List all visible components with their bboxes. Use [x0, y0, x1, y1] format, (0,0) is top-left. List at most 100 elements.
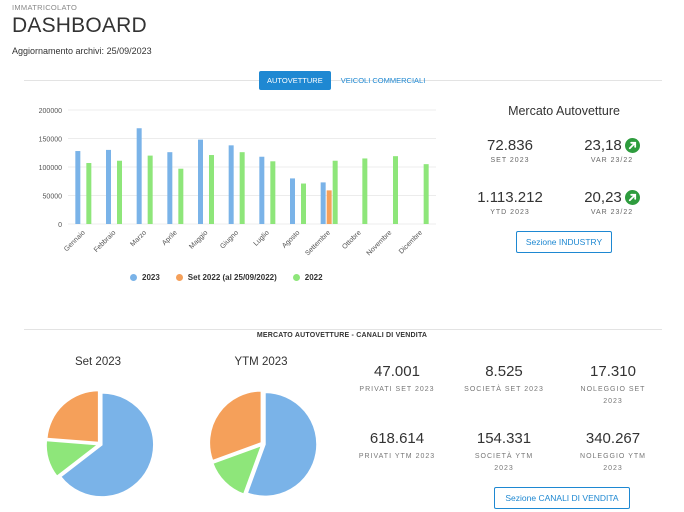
kpi-month-var-label: VAR 23/22 [590, 157, 634, 164]
tab-divider [24, 80, 662, 81]
bar-2023[interactable] [75, 151, 81, 224]
section-divider [24, 329, 662, 330]
channel-noleggio-set-value: 17.310 [590, 363, 636, 380]
channels-section-title-text: MERCATO AUTOVETTURE - CANALI DI VENDITA [250, 332, 434, 339]
pie-ytm-title: YTM 2023 [234, 356, 288, 368]
x-tick-label: Settembre [304, 229, 332, 257]
bar-2023[interactable] [259, 156, 265, 224]
y-tick-label: 150000 [39, 137, 62, 144]
bar-2023[interactable] [198, 139, 203, 224]
industry-section-button[interactable]: Sezione INDUSTRY [516, 231, 612, 253]
channel-privati-set: 47.001 PRIVATI SET 2023 [342, 363, 452, 396]
kpi-month: 72.836 SET 2023 [470, 137, 550, 164]
pie-chart-set-2023 [45, 389, 155, 498]
channel-privati-ytm-label: PRIVATI YTM 2023 [358, 453, 436, 460]
bar-2022[interactable] [239, 152, 245, 224]
pie-set-title: Set 2023 [74, 356, 122, 368]
bar-2022[interactable] [178, 168, 184, 224]
tab-autovetture[interactable]: AUTOVETTURE [259, 71, 331, 90]
legend-label-2023: 2023 [142, 273, 160, 282]
x-tick-label: Ottobre [341, 229, 363, 251]
y-tick-label: 50000 [43, 194, 63, 201]
channel-privati-set-label: PRIVATI SET 2023 [359, 386, 435, 393]
x-tick-label: Gennaio [63, 229, 87, 253]
x-tick-label: Giugno [219, 229, 240, 250]
channel-privati-ytm: 618.614 PRIVATI YTM 2023 [342, 430, 452, 463]
legend-dot-2022 [292, 274, 300, 281]
bar-2022[interactable] [362, 158, 368, 224]
channel-noleggio-set: 17.310 NOLEGGIO SET 2023 [558, 363, 668, 408]
x-tick-label: Dicembre [398, 229, 424, 255]
arrow-up-right-icon [624, 190, 640, 205]
channel-societa-ytm: 154.331 SOCIETÀ YTM 2023 [449, 430, 559, 475]
channel-societa-set-label: SOCIETÀ SET 2023 [464, 386, 544, 393]
channel-noleggio-ytm-label: NOLEGGIO YTM 2023 [580, 453, 646, 472]
kpi-month-label: SET 2023 [490, 157, 530, 164]
x-tick-label: Maggio [188, 229, 209, 250]
kpi-ytd-var: 20,23 VAR 23/22 [572, 189, 652, 216]
pie-chart-ytm-2023 [208, 390, 318, 498]
kpi-ytd-var-value: 20,23 [584, 189, 622, 206]
page-title: DASHBOARD [12, 14, 147, 37]
pie-slice-societ[interactable] [211, 444, 263, 496]
bar-2023[interactable] [320, 182, 326, 224]
y-tick-label: 100000 [39, 165, 62, 172]
pie-slice-noleggio[interactable] [208, 390, 263, 462]
monthly-registrations-chart: 0 50000 100000 150000 200000 Gennaio Febbraio M… [39, 108, 436, 257]
kpi-ytd-value: 1.113.212 [477, 189, 543, 206]
legend-item-set-2022[interactable]: Set 2022 (al 25/09/2022) [175, 273, 277, 282]
bar-2022[interactable] [270, 161, 276, 224]
y-tick-label: 200000 [39, 108, 62, 115]
legend-dot-2023 [130, 274, 137, 281]
kpi-month-value: 72.836 [487, 137, 533, 154]
archive-update-prefix: Aggiornamento archivi: [12, 46, 105, 56]
legend-dot-set-2022 [175, 274, 183, 281]
pie-slice-noleggio[interactable] [45, 389, 100, 444]
bar-2023[interactable] [167, 152, 173, 224]
bar-2023[interactable] [106, 149, 111, 224]
archive-update-date: 25/09/2023 [106, 46, 152, 56]
tab-veicoli-commerciali[interactable]: VEICOLI COMMERCIALI [340, 76, 426, 85]
channel-privati-ytm-value: 618.614 [369, 430, 425, 447]
x-tick-label: Aprile [161, 229, 179, 247]
sales-channels-section-button[interactable]: Sezione CANALI DI VENDITA [494, 487, 630, 509]
bar-2023[interactable] [290, 178, 295, 224]
kpi-month-var-value: 23,18 [584, 137, 622, 154]
market-title: Mercato Autovetture [508, 104, 620, 118]
kpi-ytd: 1.113.212 YTD 2023 [464, 189, 556, 216]
x-tick-label: Marzo [129, 229, 148, 248]
kpi-ytd-var-label: VAR 23/22 [590, 209, 634, 216]
legend-label-set-2022: Set 2022 (al 25/09/2022) [187, 273, 277, 282]
x-tick-label: Luglio [253, 229, 271, 247]
bar-2022[interactable] [332, 160, 338, 224]
channel-noleggio-ytm: 340.267 NOLEGGIO YTM 2023 [558, 430, 668, 475]
pie-slice-privati[interactable] [246, 391, 318, 498]
bar-2022[interactable] [147, 155, 153, 224]
bar-2023[interactable] [228, 145, 234, 224]
bar-2023[interactable] [136, 128, 142, 224]
bar-2022[interactable] [209, 155, 214, 224]
channel-privati-set-value: 47.001 [374, 363, 420, 380]
bar-set-2022[interactable] [326, 190, 332, 224]
kpi-month-var: 23,18 VAR 23/22 [572, 137, 652, 164]
bar-2022[interactable] [423, 164, 429, 224]
archive-update-info: Aggiornamento archivi: 25/09/2023 [12, 46, 152, 56]
bar-2022[interactable] [86, 163, 92, 224]
bar-2022[interactable] [393, 156, 398, 224]
vehicle-tabs: AUTOVETTURE VEICOLI COMMERCIALI [259, 71, 433, 90]
kpi-ytd-label: YTD 2023 [490, 209, 530, 216]
pie-slice-societ[interactable] [45, 439, 101, 478]
x-tick-label: Novembre [366, 229, 394, 257]
channel-noleggio-ytm-value: 340.267 [585, 430, 641, 447]
pie-slice-privati[interactable] [59, 392, 155, 498]
channel-societa-set: 8.525 SOCIETÀ SET 2023 [449, 363, 559, 396]
x-tick-label: Febbraio [93, 229, 118, 254]
channel-noleggio-set-label: NOLEGGIO SET 2023 [580, 386, 646, 405]
y-tick-label: 0 [58, 222, 62, 229]
bar-2022[interactable] [301, 183, 306, 224]
channel-societa-set-value: 8.525 [485, 363, 523, 380]
arrow-up-right-icon [624, 138, 640, 153]
legend-item-2023[interactable]: 2023 [130, 273, 160, 282]
legend-item-2022[interactable]: 2022 [292, 273, 323, 282]
bar-2022[interactable] [117, 160, 122, 224]
